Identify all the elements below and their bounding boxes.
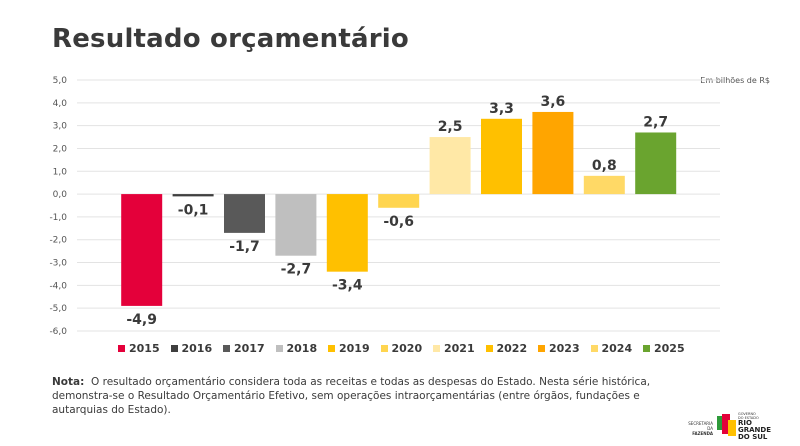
y-tick-label: -5,0 [49, 304, 67, 314]
legend-label: 2021 [444, 342, 475, 355]
legend-label: 2017 [234, 342, 265, 355]
data-label-2024: 0,8 [592, 158, 617, 174]
bar-2022 [481, 118, 522, 195]
legend-item-2025: 2025 [643, 342, 696, 355]
data-label-2017: -1,7 [229, 239, 260, 255]
legend-swatch [485, 345, 493, 352]
bar-2016 [172, 194, 214, 197]
legend-item-2023: 2023 [538, 342, 591, 355]
y-axis-ticks: 5,0 4,0 3,0 2,0 1,0 0,0 -1,0 -2,0 -3,0 -4,0 -5,0 -6… [49, 76, 67, 337]
legend-item-2022: 2022 [485, 342, 539, 355]
data-label-2022: 3,3 [489, 101, 514, 117]
unit-note: Em bilhões de R$ [700, 76, 770, 85]
legend-label: 2020 [391, 342, 423, 355]
governo-rs-text: GOVERNO DO ESTADO RIO GRANDE DO SUL [738, 412, 772, 441]
legend-swatch [433, 345, 440, 352]
bars [121, 111, 677, 306]
bar-2019 [326, 194, 368, 272]
bar-chart: 5,0 4,0 3,0 2,0 1,0 0,0 -1,0 -2,0 -3,0 -4,0 -5,0 -6… [49, 76, 720, 337]
legend-swatch [643, 345, 650, 352]
legend-item-2017: 2017 [223, 342, 276, 355]
legend-swatch [275, 345, 283, 352]
legend-swatch [590, 345, 598, 352]
note-text: O resultado orçamentário considera toda … [52, 376, 651, 416]
y-tick-label: 1,0 [53, 167, 68, 177]
bar-2021 [429, 137, 471, 195]
note-label: Nota: [52, 376, 85, 388]
secretaria-fazenda-text: SECRETARIA DA FAZENDA [688, 421, 713, 436]
legend: 2015 2016 2017 2018 2019 2020 2021 2022 2023 2024… [118, 342, 696, 355]
legend-swatch [538, 345, 545, 352]
legend-label: 2016 [181, 342, 213, 355]
data-label-2023: 3,6 [540, 94, 565, 110]
bar-2020 [378, 194, 420, 208]
data-label-2018: -2,7 [281, 262, 312, 278]
legend-swatch [118, 345, 125, 352]
legend-item-2016: 2016 [170, 342, 224, 355]
y-tick-label: 2,0 [53, 144, 68, 154]
legend-swatch [170, 345, 178, 352]
data-label-2016: -0,1 [178, 202, 209, 218]
emblem-icon [717, 414, 736, 436]
legend-item-2020: 2020 [380, 342, 434, 355]
y-tick-label: -2,0 [49, 236, 67, 246]
legend-item-2024: 2024 [590, 342, 644, 355]
logo: SECRETARIA DA FAZENDA GOVERNO DO ESTADO … [683, 410, 783, 441]
legend-item-2015: 2015 [118, 342, 171, 355]
legend-item-2018: 2018 [275, 342, 329, 355]
legend-label: 2018 [286, 342, 318, 355]
data-label-2020: -0,6 [383, 214, 414, 230]
data-label-2019: -3,4 [332, 278, 363, 294]
y-tick-label: -6,0 [49, 327, 67, 337]
gridlines [77, 79, 720, 332]
legend-swatch [380, 345, 388, 352]
y-tick-label: 5,0 [53, 76, 68, 86]
data-label-2021: 2,5 [438, 119, 463, 135]
legend-swatch [223, 345, 230, 352]
legend-label: 2024 [601, 342, 633, 355]
legend-label: 2022 [496, 342, 528, 355]
bar-2017 [224, 194, 265, 233]
legend-label: 2019 [339, 342, 370, 355]
y-tick-label: 0,0 [53, 190, 68, 200]
legend-item-2019: 2019 [328, 342, 381, 355]
note: Nota: O resultado orçamentário considera… [52, 375, 692, 417]
y-tick-label: -3,0 [49, 259, 67, 269]
legend-label: 2015 [129, 342, 160, 355]
legend-label: 2023 [549, 342, 580, 355]
y-tick-label: -1,0 [49, 213, 67, 223]
legend-swatch [328, 345, 335, 352]
legend-label: 2025 [654, 342, 685, 355]
bar-2024 [583, 175, 625, 195]
bar-2025 [635, 132, 677, 195]
legend-item-2021: 2021 [433, 342, 486, 355]
bar-2023 [532, 111, 574, 195]
data-labels: -4,9 -0,1 -1,7 -2,7 -3,4 -0,6 2,5 3,3 3,6 0,8 2,7 [126, 94, 668, 328]
bar-2018 [275, 194, 317, 256]
bar-2015 [121, 194, 163, 306]
data-label-2015: -4,9 [126, 312, 157, 328]
y-tick-label: 4,0 [53, 99, 68, 109]
y-tick-label: 3,0 [53, 122, 68, 132]
chart-title: Resultado orçamentário [52, 24, 409, 54]
y-tick-label: -4,0 [49, 281, 67, 291]
data-label-2025: 2,7 [643, 114, 668, 130]
